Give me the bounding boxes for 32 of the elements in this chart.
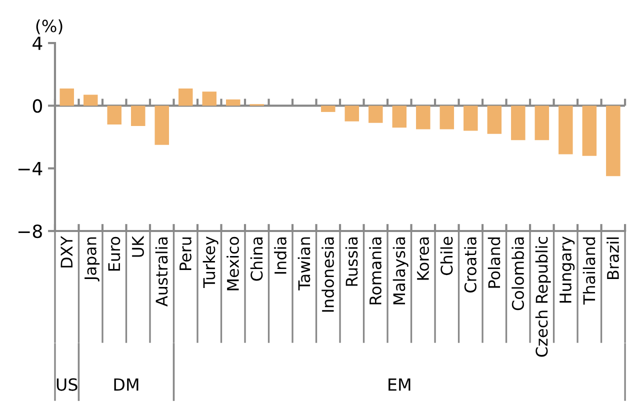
- x-tick-label: Brazil: [606, 237, 619, 280]
- x-tick-label: Peru: [180, 237, 192, 270]
- x-tick-label: India: [274, 237, 286, 274]
- x-tick-label: Russia: [345, 237, 358, 286]
- x-tick-label: Chile: [440, 236, 453, 276]
- x-tick-label: Tawian: [298, 237, 310, 290]
- x-tick-label: Mexico: [226, 236, 239, 290]
- y-tick-label: 0: [32, 99, 42, 113]
- x-tick-label: Thailand: [582, 237, 596, 305]
- x-tick-label: Malaysia: [392, 237, 408, 304]
- text: EM: [388, 378, 410, 391]
- x-tick-label: Czech Republic: [535, 236, 551, 357]
- x-tick-label: Turkey: [202, 236, 218, 288]
- x-tick-label: Australia: [155, 237, 168, 307]
- x-tick-label: Euro: [108, 236, 120, 271]
- y-tick-label: −8: [18, 224, 42, 238]
- text: DM: [114, 378, 138, 391]
- x-tick-label: China: [250, 237, 263, 281]
- x-tick-label: Indonesia: [322, 237, 334, 312]
- text: US: [56, 378, 78, 391]
- x-tick-label: Hungary: [560, 236, 575, 303]
- x-tick-label: Croatia: [464, 237, 476, 293]
- x-tick-label: Poland: [488, 237, 500, 288]
- x-tick-label: DXY: [60, 236, 72, 268]
- x-tick-label: UK: [132, 236, 144, 257]
- y-tick-label: −4: [18, 162, 42, 176]
- y-tick-label: 4: [32, 36, 42, 50]
- x-tick-label: Korea: [417, 237, 429, 280]
- x-tick-label: Japan: [84, 237, 100, 282]
- x-tick-label: Colombia: [512, 237, 524, 310]
- x-tick-label: Romania: [369, 237, 382, 304]
- y-axis-title: (%): [36, 19, 62, 34]
